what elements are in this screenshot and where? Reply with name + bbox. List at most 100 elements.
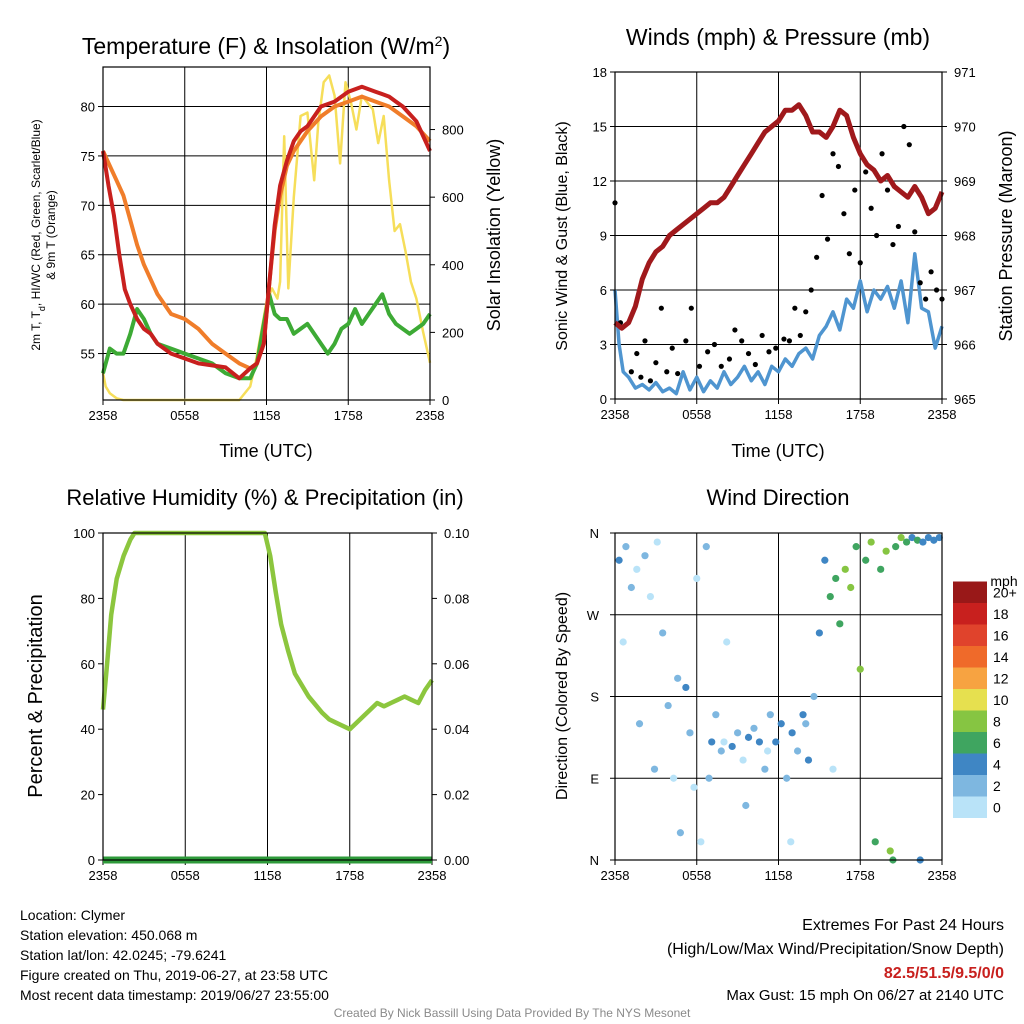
legend-swatch: [953, 667, 987, 689]
legend-swatch: [953, 710, 987, 732]
wind-ytick-label: 6: [600, 283, 607, 298]
rh-ytick-label: 40: [81, 722, 95, 737]
temp-frame: [102, 66, 431, 401]
direction-point: [886, 847, 894, 855]
direction-point: [676, 829, 685, 837]
gust-point: [752, 361, 758, 368]
legend-label: 16: [993, 627, 1009, 643]
wind-ytick-label: 15: [593, 120, 607, 135]
rh-xtick-label: 2358: [418, 868, 447, 883]
gust-point: [824, 236, 831, 242]
footer-created: Figure created on Thu, 2019-06-27, at 23…: [20, 967, 328, 983]
gust-point: [638, 374, 644, 380]
direction-point: [693, 574, 701, 583]
direction-point: [653, 538, 661, 546]
direction-point: [897, 533, 905, 542]
gust-point: [664, 369, 670, 375]
temp-panel: [102, 67, 431, 405]
temp-ylabel-right: Solar Insolation (Yellow): [484, 139, 504, 331]
direction-point: [935, 533, 943, 542]
temp-title-sup: 2: [435, 33, 443, 49]
gust-point: [819, 192, 825, 199]
gust-point: [874, 232, 880, 239]
legend-label: 2: [993, 778, 1001, 794]
direction-point: [669, 774, 678, 782]
gust-point: [846, 251, 852, 257]
direction-point: [852, 543, 860, 551]
direction-point: [919, 538, 927, 546]
legend-swatch: [953, 646, 987, 668]
direction-point: [674, 674, 682, 682]
temp-ytick-right-label: 200: [442, 325, 464, 340]
direction-point: [908, 533, 916, 542]
direction-point: [799, 711, 807, 719]
legend-label: 0: [993, 799, 1001, 815]
gust-point: [628, 369, 634, 375]
direction-point: [712, 711, 720, 719]
wind-xtick-label: 2358: [601, 407, 630, 422]
direction-point: [882, 547, 890, 555]
direction-point: [619, 638, 627, 646]
temp-xtick-label: 2358: [416, 408, 445, 423]
direction-point: [826, 592, 834, 601]
footer-latlon: Station lat/lon: 42.0245; -79.6241: [20, 947, 227, 963]
direction-point: [877, 565, 885, 573]
gust-point: [766, 349, 772, 355]
footer-elevation: Station elevation: 450.068 m: [20, 927, 198, 943]
dir-xtick-label: 1158: [765, 868, 793, 883]
legend-label: 18: [993, 606, 1009, 622]
direction-point: [646, 592, 655, 601]
gust-point: [814, 254, 820, 260]
temp-title-close: ): [442, 33, 450, 59]
legend-label: 20+: [993, 584, 1017, 600]
legend-swatch: [953, 603, 987, 625]
temp-ytick-right-label: 800: [442, 123, 464, 138]
direction-point: [829, 765, 837, 773]
temp-ylabel-sub: d: [37, 306, 47, 311]
direction-point: [702, 543, 710, 551]
direction-point: [787, 838, 795, 846]
wind-ytick-right-label: 965: [954, 392, 976, 407]
direction-point: [761, 765, 769, 773]
gust-point: [653, 360, 659, 366]
direction-point: [902, 538, 911, 546]
credit-line: Created By Nick Bassill Using Data Provi…: [333, 1006, 691, 1020]
footer-recent: Most recent data timestamp: 2019/06/27 2…: [20, 987, 329, 1003]
direction-point: [836, 620, 844, 628]
dir-xtick-label: 1758: [846, 868, 875, 883]
direction-point: [723, 638, 731, 646]
wind-ytick-label: 0: [600, 392, 607, 407]
rh-ytick-right-label: 0.04: [444, 722, 469, 737]
direction-point: [686, 729, 694, 737]
rh-panel: [102, 533, 433, 865]
rh-ylabel-left: Percent & Precipitation: [25, 594, 47, 797]
gust-point: [895, 223, 902, 230]
wind-xtick-label: 1158: [765, 407, 793, 422]
rh-ytick-label: 80: [81, 591, 95, 606]
direction-point: [772, 738, 780, 746]
legend-label: 10: [993, 692, 1009, 708]
dir-title: Wind Direction: [706, 485, 849, 510]
direction-point: [742, 801, 750, 810]
dir-panel: [614, 533, 943, 865]
direction-point: [682, 683, 690, 692]
direction-point: [739, 756, 747, 764]
rh-xtick-label: 2358: [89, 868, 118, 883]
wind-ytick-label: 12: [593, 174, 607, 189]
temp-xtick-label: 1758: [334, 408, 363, 423]
wind-ylabel-left: Sonic Wind & Gust (Blue, Black): [554, 121, 571, 350]
direction-point: [832, 574, 840, 583]
temp-xtick-label: 2358: [89, 408, 118, 423]
direction-point: [847, 583, 855, 592]
gust-point: [890, 241, 896, 248]
gust-point: [739, 338, 745, 344]
gust-point: [711, 341, 718, 348]
direction-point: [720, 738, 728, 746]
wind-xtick-label: 2358: [928, 407, 957, 422]
direction-point: [821, 556, 829, 564]
gust-point: [841, 211, 847, 217]
direction-point: [717, 747, 725, 755]
gust-point: [917, 280, 923, 286]
rh-xtick-label: 1758: [335, 868, 364, 883]
gust-point: [906, 142, 912, 148]
